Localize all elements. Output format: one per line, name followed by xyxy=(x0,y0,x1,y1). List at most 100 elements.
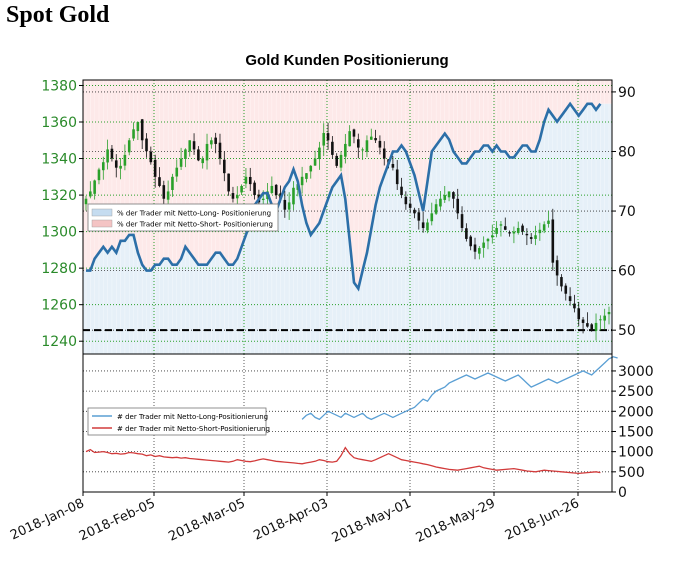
candle-body xyxy=(395,169,399,185)
candle-body xyxy=(434,204,438,214)
bottom-right-axis-tick-label: 500 xyxy=(618,465,645,481)
candle-body xyxy=(378,140,382,148)
left-axis-tick-label: 1280 xyxy=(41,261,77,277)
candle-body xyxy=(93,180,96,194)
candle-body xyxy=(292,187,295,205)
left-axis-tick-label: 1300 xyxy=(41,225,77,241)
candle-body xyxy=(149,151,153,163)
candle-body xyxy=(417,212,421,221)
candle-body xyxy=(538,229,542,234)
short-sentiment-area xyxy=(83,80,612,289)
candle-body xyxy=(197,149,200,161)
candle-body xyxy=(542,224,546,231)
candle-body xyxy=(123,154,127,166)
candle-body xyxy=(447,191,451,198)
candle-body xyxy=(560,277,563,287)
x-axis-tick-label: 2018-May-29 xyxy=(414,496,498,546)
candle-body xyxy=(171,176,174,190)
left-axis-tick-label: 1360 xyxy=(41,115,77,131)
candle-body xyxy=(205,143,209,161)
candle-body xyxy=(253,182,256,196)
candle-body xyxy=(573,303,576,309)
candle-body xyxy=(240,185,243,193)
candle-body xyxy=(400,186,403,196)
candle-body xyxy=(603,315,606,321)
candle-body xyxy=(508,232,511,234)
candle-body xyxy=(452,192,455,199)
candle-body xyxy=(114,160,118,168)
candle-body xyxy=(443,195,447,200)
candle-body xyxy=(145,138,148,152)
candle-body xyxy=(482,242,485,248)
candle-body xyxy=(486,238,490,242)
right-axis-tick-label: 70 xyxy=(618,204,636,220)
candle-body xyxy=(473,244,477,252)
candle-body xyxy=(339,154,343,168)
candle-body xyxy=(158,177,161,186)
candle-body xyxy=(313,158,317,166)
candle-body xyxy=(184,149,187,159)
candle-body xyxy=(244,176,248,184)
long-count-line xyxy=(301,356,618,421)
candle-body xyxy=(607,311,611,315)
candle-body xyxy=(201,158,205,164)
candle-body xyxy=(426,222,429,231)
candle-body xyxy=(127,140,131,153)
candle-body xyxy=(283,199,287,210)
candle-body xyxy=(261,198,265,201)
left-axis-tick-label: 1380 xyxy=(41,78,77,94)
top-legend-swatch xyxy=(91,208,113,217)
candle-body xyxy=(136,122,140,132)
candle-body xyxy=(287,202,291,210)
top-legend-label: % der Trader mit Netto-Short- Positionie… xyxy=(117,221,273,229)
candle-body xyxy=(344,143,347,157)
candle-body xyxy=(326,133,330,141)
bottom-legend-label: # der Trader mit Netto-Short-Positionier… xyxy=(117,425,270,433)
candle-body xyxy=(586,323,589,327)
candle-body xyxy=(84,198,88,205)
right-axis-tick-label: 90 xyxy=(618,85,636,101)
page-title: Spot Gold xyxy=(6,2,110,28)
candle-body xyxy=(322,132,326,146)
candle-body xyxy=(270,185,274,193)
top-legend: % der Trader mit Netto-Long- Positionier… xyxy=(87,203,279,232)
candle-body xyxy=(188,140,192,152)
candle-body xyxy=(132,129,135,139)
candle-body xyxy=(227,173,230,192)
long-pct-line xyxy=(86,101,602,292)
candle-body xyxy=(140,119,144,141)
candle-body xyxy=(460,214,464,228)
candle-body xyxy=(309,165,313,172)
candle-body xyxy=(179,158,183,167)
candle-body xyxy=(305,173,308,179)
candle-body xyxy=(581,319,585,323)
bottom-right-axis-tick-label: 3000 xyxy=(618,364,654,380)
candle-body xyxy=(430,213,434,222)
candle-body xyxy=(512,231,516,234)
bottom-right-axis-tick-label: 1000 xyxy=(618,445,654,461)
candle-body xyxy=(361,149,364,151)
x-axis-tick-label: 2018-Jan-08 xyxy=(8,496,87,543)
candle-body xyxy=(391,163,395,168)
candle-body xyxy=(564,285,568,294)
candle-body xyxy=(365,140,369,152)
bottom-right-axis-tick-label: 2000 xyxy=(618,404,654,420)
candle-body xyxy=(599,319,602,321)
bottom-panel-frame xyxy=(82,353,613,493)
candle-body xyxy=(110,148,114,159)
candle-body xyxy=(166,191,170,200)
bottom-legend-label: # der Trader mit Netto-Long-Positionieru… xyxy=(117,413,268,421)
x-axis-tick-label: 2018-May-01 xyxy=(330,496,414,546)
left-axis-tick-label: 1320 xyxy=(41,188,77,204)
candle-body xyxy=(503,226,507,230)
candle-body xyxy=(374,138,377,141)
candle-body xyxy=(175,167,179,177)
candle-body xyxy=(555,260,559,276)
x-axis-tick-label: 2018-Mar-05 xyxy=(166,496,247,545)
candle-body xyxy=(192,141,196,150)
candle-body xyxy=(469,236,472,247)
candle-body xyxy=(331,141,334,155)
left-axis-tick-label: 1260 xyxy=(41,298,77,314)
candle-body xyxy=(89,191,92,197)
